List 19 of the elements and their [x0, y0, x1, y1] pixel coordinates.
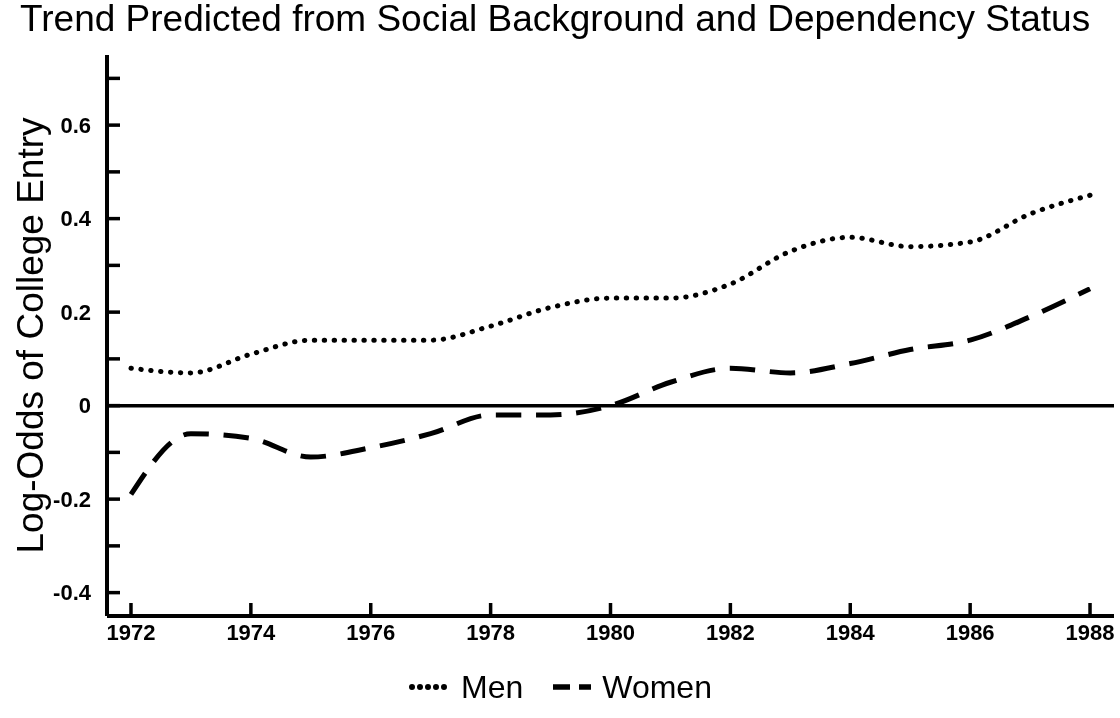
legend-label: Men — [461, 669, 524, 705]
y-tick-label: 0.4 — [60, 206, 92, 232]
legend-label: Women — [602, 669, 712, 705]
x-tick-label: 1988 — [1065, 619, 1115, 645]
y-tick-label: 0 — [78, 393, 91, 419]
x-tick-label: 1984 — [825, 619, 876, 645]
x-tick-label: 1974 — [226, 619, 277, 645]
y-tick-label: 0.2 — [60, 299, 91, 325]
y-tick-label: -0.4 — [53, 580, 92, 606]
y-axis-title: Log-Odds of College Entry — [9, 116, 51, 554]
chart-title: Trend Predicted from Social Background and Dependency Status — [20, 0, 1091, 39]
y-tick-label: 0.6 — [60, 112, 91, 138]
x-tick-label: 1972 — [106, 619, 156, 645]
x-tick-label: 1976 — [346, 619, 396, 645]
y-tick-label: -0.2 — [53, 486, 91, 512]
x-tick-label: 1986 — [945, 619, 995, 645]
x-tick-label: 1980 — [586, 619, 635, 645]
x-tick-label: 1978 — [466, 619, 516, 645]
x-tick-label: 1982 — [705, 619, 755, 645]
